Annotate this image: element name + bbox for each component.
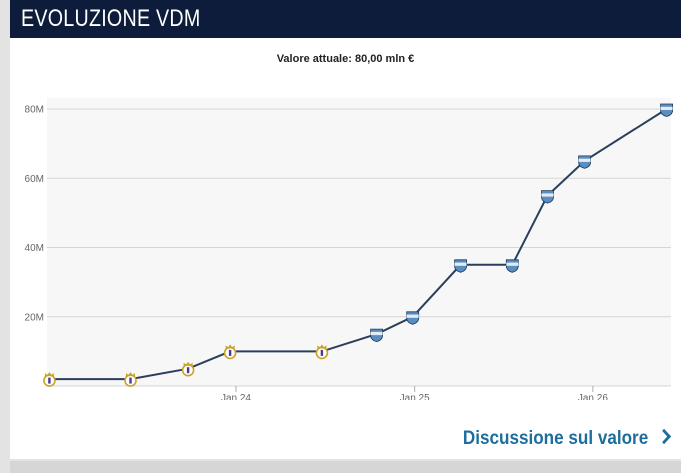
crest-band [228,349,232,356]
y-tick-label: 80M [25,105,44,116]
crest-stripe [506,262,519,266]
y-tick-label: 20M [25,312,44,323]
crest-shield [541,190,554,204]
crest-shield [578,155,591,169]
crest-stripe [541,193,554,197]
crown-shape [183,361,193,366]
crest-band [320,349,324,356]
bottom-border [10,461,681,473]
market-value-line [49,108,668,381]
crest-shield [406,311,420,325]
real-madrid-crest-icon[interactable] [223,344,237,360]
club-crest-icon[interactable] [454,259,468,273]
real-madrid-crest-icon[interactable] [124,372,137,387]
club-crest-icon[interactable] [406,311,420,325]
crest-shield [660,103,673,117]
card-title: EVOLUZIONE VDM [21,5,201,32]
y-axis: 20M 40M 60M 80M [25,105,44,324]
crest-band [186,367,190,374]
crest-stripe [660,106,673,110]
crest-stripe [406,314,419,318]
crest-shield [370,328,384,343]
crest-stripe [454,262,467,266]
x-tick-label: Jan 26 [578,393,608,400]
x-axis: Jan 24 Jan 25 Jan 26 [221,386,608,400]
club-crest-icon[interactable] [370,328,384,343]
crest-shield [454,259,468,273]
card-header: EVOLUZIONE VDM [10,0,681,38]
club-crest-icon[interactable] [578,155,591,169]
discussion-link[interactable]: Discussione sul valore [462,428,672,450]
crown-shape [317,344,327,349]
crest-stripe [370,331,383,336]
plot-background [47,98,671,386]
x-tick-label: Jan 24 [221,393,251,400]
market-value-chart[interactable]: Jan 24 Jan 25 Jan 26 20M 40M 60M 80M [10,90,681,400]
crest-band [48,377,51,384]
y-tick-label: 40M [25,243,44,254]
chart-title: Valore attuale: 80,00 mln € [276,53,415,65]
crest-stripe [578,158,591,162]
data-points [43,103,673,387]
club-crest-icon[interactable] [505,259,519,273]
club-crest-icon[interactable] [541,190,554,204]
real-madrid-crest-icon[interactable] [43,372,56,387]
crown-shape [126,372,135,377]
real-madrid-crest-icon[interactable] [315,344,329,360]
chevron-right-icon [657,428,672,445]
crown-shape [225,344,235,349]
crown-shape [44,372,54,377]
y-tick-label: 60M [25,174,44,185]
x-tick-label: Jan 25 [400,393,430,400]
crest-shield [505,259,519,273]
club-crest-icon[interactable] [660,103,673,117]
discussion-link-label: Discussione sul valore [462,428,649,449]
market-value-card: EVOLUZIONE VDM Valore attuale: 80,00 mln… [10,0,681,459]
real-madrid-crest-icon[interactable] [181,361,195,377]
grid-lines [47,108,671,387]
crest-band [129,377,132,384]
